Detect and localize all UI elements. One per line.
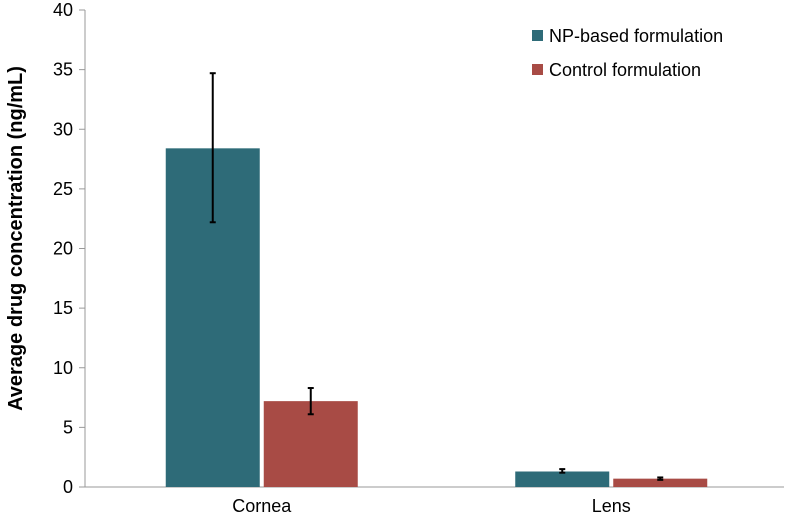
y-tick-label: 0 <box>63 477 73 497</box>
y-tick-label: 35 <box>53 60 73 80</box>
legend: NP-based formulation Control formulation <box>532 26 723 80</box>
y-ticks: 0 5 10 15 20 25 30 35 40 <box>53 0 85 497</box>
y-tick-label: 15 <box>53 298 73 318</box>
y-tick-label: 20 <box>53 239 73 259</box>
y-axis-label: Average drug concentration (ng/mL) <box>5 66 27 411</box>
x-tick-labels: Cornea Lens <box>232 496 631 516</box>
legend-label-2: Control formulation <box>549 60 701 80</box>
legend-swatch-1 <box>532 30 543 41</box>
bar-lens-series-1 <box>515 471 610 487</box>
legend-swatch-2 <box>532 64 543 75</box>
error-bar-cornea-series-2 <box>307 387 314 416</box>
legend-label-1: NP-based formulation <box>549 26 723 46</box>
y-tick-label: 25 <box>53 179 73 199</box>
x-tick-label-cornea: Cornea <box>232 496 292 516</box>
bar-cornea-series-2 <box>263 401 358 487</box>
error-bars <box>209 72 664 481</box>
error-bar-lens-series-1 <box>559 468 566 474</box>
bar-lens-series-2 <box>613 478 708 487</box>
y-tick-label: 5 <box>63 417 73 437</box>
error-bar-lens-series-2 <box>657 476 664 481</box>
y-tick-label: 30 <box>53 119 73 139</box>
error-bar-cornea-series-1 <box>209 72 216 224</box>
y-tick-label: 10 <box>53 358 73 378</box>
y-tick-label: 40 <box>53 0 73 20</box>
x-tick-label-lens: Lens <box>592 496 631 516</box>
bars <box>165 148 708 487</box>
